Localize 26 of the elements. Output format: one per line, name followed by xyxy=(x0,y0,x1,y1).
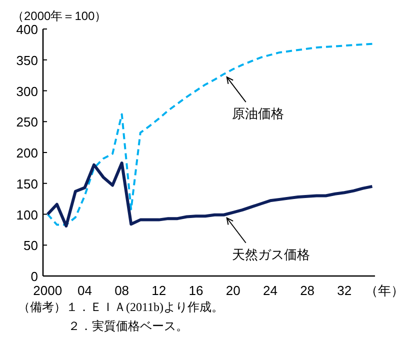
x-tick-label: 28 xyxy=(300,283,315,298)
annotation: 天然ガス価格 xyxy=(232,246,310,262)
y-tick-label: 100 xyxy=(16,207,38,222)
x-tick-label: 04 xyxy=(77,283,92,298)
y-axis-title: （2000年＝100） xyxy=(12,9,107,23)
x-axis-title: （年） xyxy=(365,283,404,298)
x-tick-label: 24 xyxy=(262,283,278,298)
x-tick-label: 2000 xyxy=(33,283,62,298)
x-tick-label: 12 xyxy=(152,283,166,298)
x-tick-label: 08 xyxy=(114,283,130,298)
line-series xyxy=(46,42,374,226)
x-tick-label: 16 xyxy=(188,283,204,298)
text: ２．実質価格ベース。 xyxy=(68,319,188,333)
y-tick-label: 0 xyxy=(30,269,38,284)
y-tick-label: 300 xyxy=(16,84,38,99)
text: （備考）１．ＥＩＡ(2011b)より作成。 xyxy=(18,300,224,314)
y-tick-label: 350 xyxy=(16,52,38,68)
annotation: 原油価格 xyxy=(232,106,284,122)
y-tick-label: 50 xyxy=(24,238,38,254)
y-tick-label: 400 xyxy=(16,22,38,37)
line-series xyxy=(46,162,374,228)
y-tick-label: 250 xyxy=(16,114,38,130)
x-tick-label: 20 xyxy=(226,283,240,298)
y-tick-label: 200 xyxy=(16,146,38,160)
x-tick-label: 32 xyxy=(337,283,352,298)
y-tick-label: 150 xyxy=(16,176,38,192)
